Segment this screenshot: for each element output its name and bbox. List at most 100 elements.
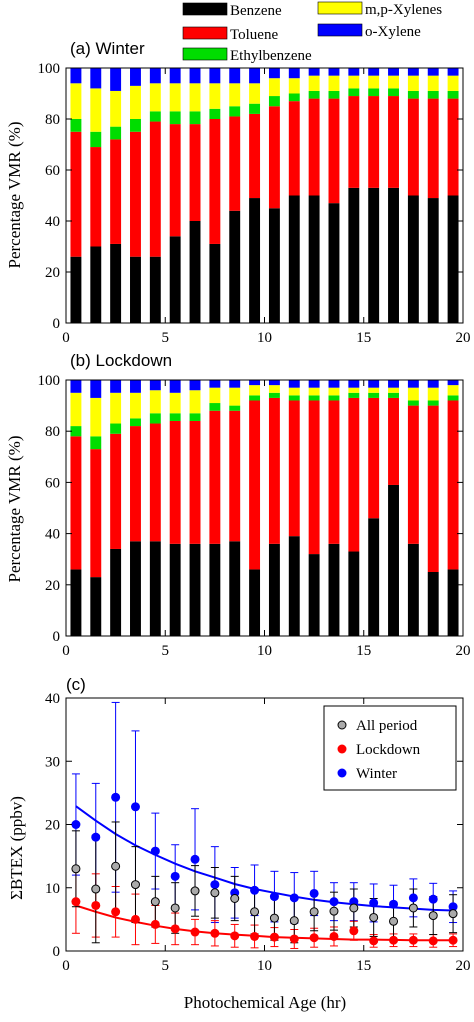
y-tick-label: 20 [45, 265, 60, 281]
bar-segment-o-xylene [70, 380, 82, 393]
bar-segment-benzene [407, 195, 419, 323]
y-tick-label: 20 [45, 818, 60, 834]
x-tick-label: 15 [356, 330, 371, 346]
bar-segment-o-xylene [268, 380, 280, 386]
bar-segment-ethylbenzene [209, 108, 221, 119]
legend-label: m,p-Xylenes [365, 2, 442, 18]
bar-segment-o-xylene [368, 380, 380, 388]
bar-segment-m-p-xylenes [407, 75, 419, 91]
legend-marker [337, 720, 347, 730]
bar-segment-ethylbenzene [229, 106, 241, 117]
x-tick-label: 15 [356, 643, 371, 659]
x-tick-label: 0 [62, 330, 70, 346]
bar-segment-o-xylene [149, 380, 161, 391]
bar-segment-benzene [149, 256, 161, 323]
bar-segment-o-xylene [288, 380, 300, 388]
bar-segment-benzene [229, 541, 241, 636]
legend-swatch [182, 2, 228, 16]
bar-segment-m-p-xylenes [388, 387, 399, 393]
bar-segment-benzene [268, 208, 280, 323]
bar-segment-benzene [308, 195, 320, 323]
bar-segment-m-p-xylenes [308, 75, 320, 91]
bar-segment-benzene [268, 543, 280, 636]
legend-label: All period [356, 718, 418, 734]
bar-segment-m-p-xylenes [169, 392, 181, 414]
bar-segment-benzene [249, 198, 261, 323]
bar-segment-o-xylene [427, 380, 439, 388]
y-tick-label: 20 [45, 578, 60, 594]
legend-label: Winter [356, 766, 397, 782]
bar-segment-benzene [130, 256, 141, 323]
bar-segment-toluene [308, 400, 320, 555]
bar-segment-benzene [90, 577, 102, 636]
bar-segment-ethylbenzene [288, 395, 300, 401]
bar-segment-ethylbenzene [407, 400, 419, 406]
bar-segment-benzene [249, 569, 261, 636]
point-winter [369, 898, 379, 908]
x-tick-label: 10 [257, 958, 272, 974]
point-winter [309, 888, 319, 898]
bar-segment-toluene [209, 410, 221, 544]
bar-segment-o-xylene [427, 68, 439, 76]
bar-segment-o-xylene [209, 68, 221, 84]
bar-segment-ethylbenzene [368, 88, 380, 97]
bar-segment-toluene [348, 397, 360, 552]
x-tick-label: 15 [356, 958, 371, 974]
point-all-period [448, 909, 458, 919]
y-tick-label: 40 [45, 691, 60, 707]
bar-segment-toluene [110, 433, 122, 549]
bar-segment-ethylbenzene [348, 88, 360, 97]
bar-segment-benzene [229, 210, 241, 323]
bar-segment-ethylbenzene [169, 413, 181, 421]
y-tick-label: 0 [53, 629, 61, 645]
point-winter [170, 871, 180, 881]
bar-segment-m-p-xylenes [268, 385, 280, 393]
bar-segment-m-p-xylenes [189, 83, 201, 112]
y-tick-label: 80 [45, 424, 60, 440]
bar-segment-toluene [368, 397, 380, 519]
point-winter [150, 846, 160, 856]
bar-segment-ethylbenzene [427, 400, 439, 406]
bar-segment-m-p-xylenes [209, 83, 221, 109]
bar-segment-ethylbenzene [328, 395, 340, 401]
x-tick-label: 0 [62, 958, 70, 974]
bar-segment-ethylbenzene [447, 395, 459, 401]
point-winter [269, 892, 279, 902]
bar-segment-benzene [189, 543, 201, 636]
bar-segment-benzene [388, 187, 399, 323]
bar-segment-ethylbenzene [407, 90, 419, 99]
y-tick-label: 40 [45, 527, 60, 543]
bar-segment-benzene [388, 484, 399, 636]
bar-segment-toluene [447, 98, 459, 196]
point-all-period [329, 906, 339, 916]
legend-swatch [182, 26, 228, 40]
panel-label: (c) [66, 675, 86, 694]
panel-label: (a) Winter [70, 39, 145, 58]
bar-segment-toluene [348, 96, 360, 188]
point-winter [210, 880, 220, 890]
legend-swatch [317, 23, 363, 37]
bar-segment-o-xylene [209, 380, 221, 388]
bar-segment-benzene [427, 198, 439, 323]
y-tick-label: 60 [45, 475, 60, 491]
bar-segment-o-xylene [149, 68, 161, 84]
bar-segment-m-p-xylenes [308, 387, 320, 396]
bar-segment-ethylbenzene [130, 119, 141, 132]
bar-segment-benzene [189, 221, 201, 323]
bar-segment-ethylbenzene [268, 392, 280, 398]
bar-segment-m-p-xylenes [110, 90, 122, 127]
point-all-period [269, 913, 279, 923]
bar-segment-ethylbenzene [149, 413, 161, 424]
x-tick-label: 5 [162, 643, 170, 659]
point-lockdown [309, 933, 319, 943]
bar-segment-o-xylene [308, 68, 320, 76]
bar-segment-benzene [328, 543, 340, 636]
bar-segment-m-p-xylenes [110, 392, 122, 424]
bar-segment-m-p-xylenes [288, 387, 300, 396]
point-all-period [111, 861, 121, 871]
bar-segment-o-xylene [189, 68, 201, 84]
bar-segment-o-xylene [348, 380, 360, 388]
bar-segment-toluene [388, 397, 399, 485]
bar-segment-toluene [407, 405, 419, 544]
point-all-period [210, 888, 220, 898]
